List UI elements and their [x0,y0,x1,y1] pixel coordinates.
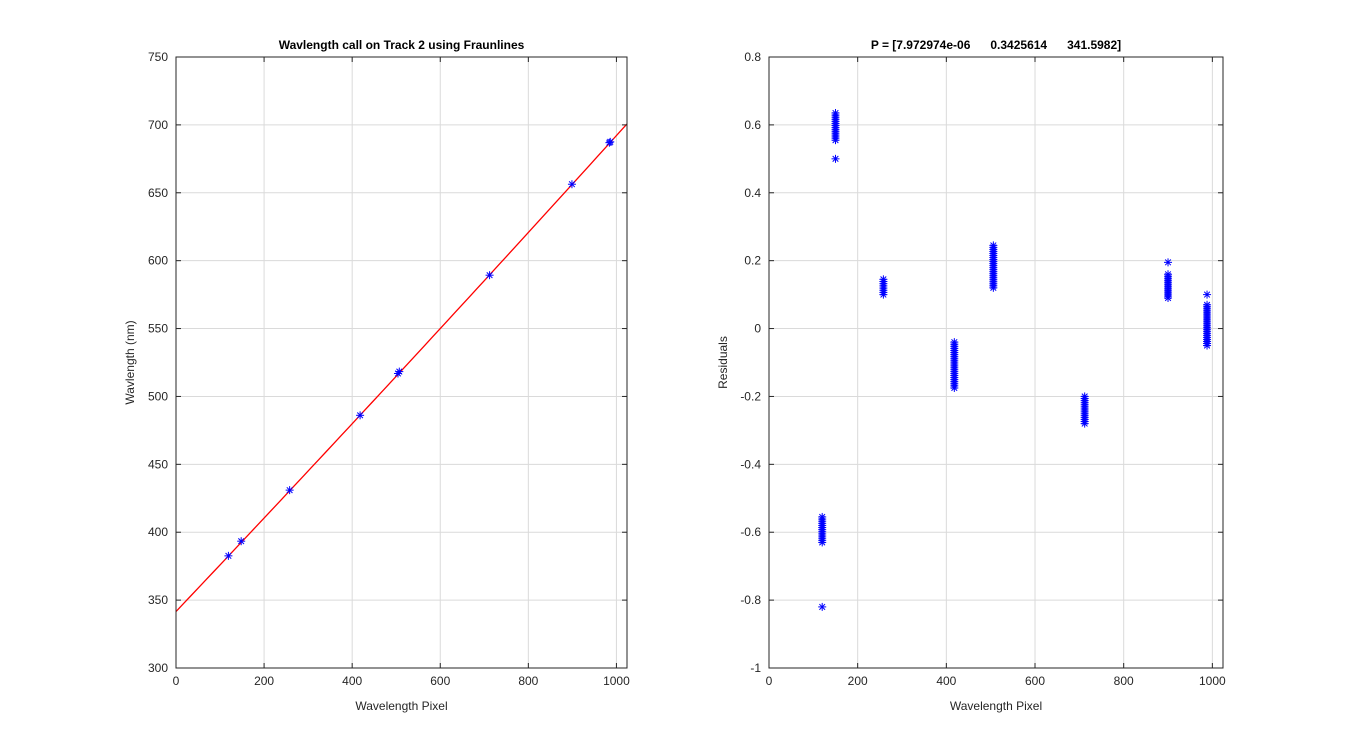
residual-cluster [1203,290,1212,350]
x-tick-label: 1000 [603,674,630,688]
data-point [950,338,959,347]
y-tick-label: 300 [148,661,168,675]
y-tick-label: 350 [148,593,168,607]
x-tick-label: 0 [766,674,773,688]
residual-cluster [1080,392,1089,428]
y-tick-label: 600 [148,254,168,268]
y-tick-label: 550 [148,322,168,336]
residual-cluster [1164,258,1173,303]
y-tick-label: 0.2 [744,254,761,268]
data-point [989,241,998,250]
x-tick-label: 800 [518,674,538,688]
data-point [818,602,827,611]
y-axis-label: Residuals [716,336,730,389]
wavelength-fit-axes: 0 200 400 600 800 1000 300 350 400 450 500 550 600 65… [123,38,630,713]
data-point [831,154,840,163]
grid-lines [769,57,1223,668]
plot-marks [818,109,1212,611]
fit-line [176,123,627,612]
chart-title: Wavlength call on Track 2 using Fraunlin… [279,38,525,52]
y-tick-label: 0.8 [744,50,761,64]
chart-title: P = [7.972974e-06 0.3425614 341.5982] [871,38,1121,52]
x-tick-label: 0 [173,674,180,688]
y-tick-label: 500 [148,389,168,403]
y-tick-label: -0.2 [740,389,761,403]
residual-cluster [831,109,840,163]
residuals-axes: 0 200 400 600 800 1000 -1 -0.8 -0.6 -0.4 -0.2 0 0.2 0… [716,38,1226,713]
y-tick-label: -0.6 [740,525,761,539]
data-point [567,180,576,189]
data-point [606,137,615,146]
residual-cluster [879,275,888,299]
y-tick-label: 750 [148,50,168,64]
x-tick-label: 600 [1025,674,1045,688]
data-point [1164,258,1173,267]
data-point [285,486,294,495]
y-tick-label: 0.4 [744,186,761,200]
y-tick-label: 0.6 [744,118,761,132]
residual-cluster [950,338,959,392]
axis-ticks: 0 200 400 600 800 1000 300 350 400 450 500 550 600 65… [148,50,630,688]
data-point [1203,300,1212,309]
y-axis-label: Wavlength (nm) [123,320,137,404]
data-point [831,109,840,118]
grid-lines [176,57,627,668]
plot-marks [176,123,627,612]
x-tick-label: 400 [936,674,956,688]
axes-frame [768,56,1224,669]
data-point [224,551,233,560]
data-point [395,367,404,376]
data-point [1203,290,1212,299]
residual-cluster [818,512,827,611]
x-tick-label: 200 [848,674,868,688]
data-point [1080,392,1089,401]
y-tick-label: -1 [750,661,761,675]
data-point [818,512,827,521]
x-axis-label: Wavelength Pixel [355,699,447,713]
y-tick-label: -0.4 [740,457,761,471]
x-axis-label: Wavelength Pixel [950,699,1042,713]
x-tick-label: 1000 [1199,674,1226,688]
axes-frame [175,56,628,669]
data-point [356,411,365,420]
data-point [485,271,494,280]
x-tick-label: 600 [430,674,450,688]
x-tick-label: 400 [342,674,362,688]
data-point [237,537,246,546]
y-tick-label: 450 [148,457,168,471]
y-tick-label: -0.8 [740,593,761,607]
residual-cluster [989,241,998,292]
x-tick-label: 200 [254,674,274,688]
x-tick-label: 800 [1114,674,1134,688]
axis-ticks: 0 200 400 600 800 1000 -1 -0.8 -0.6 -0.4 -0.2 0 0.2 0… [740,50,1226,688]
y-tick-label: 650 [148,186,168,200]
data-point [1164,270,1173,279]
y-tick-label: 400 [148,525,168,539]
data-point [879,275,888,284]
y-tick-label: 0 [754,322,761,336]
y-tick-label: 700 [148,118,168,132]
